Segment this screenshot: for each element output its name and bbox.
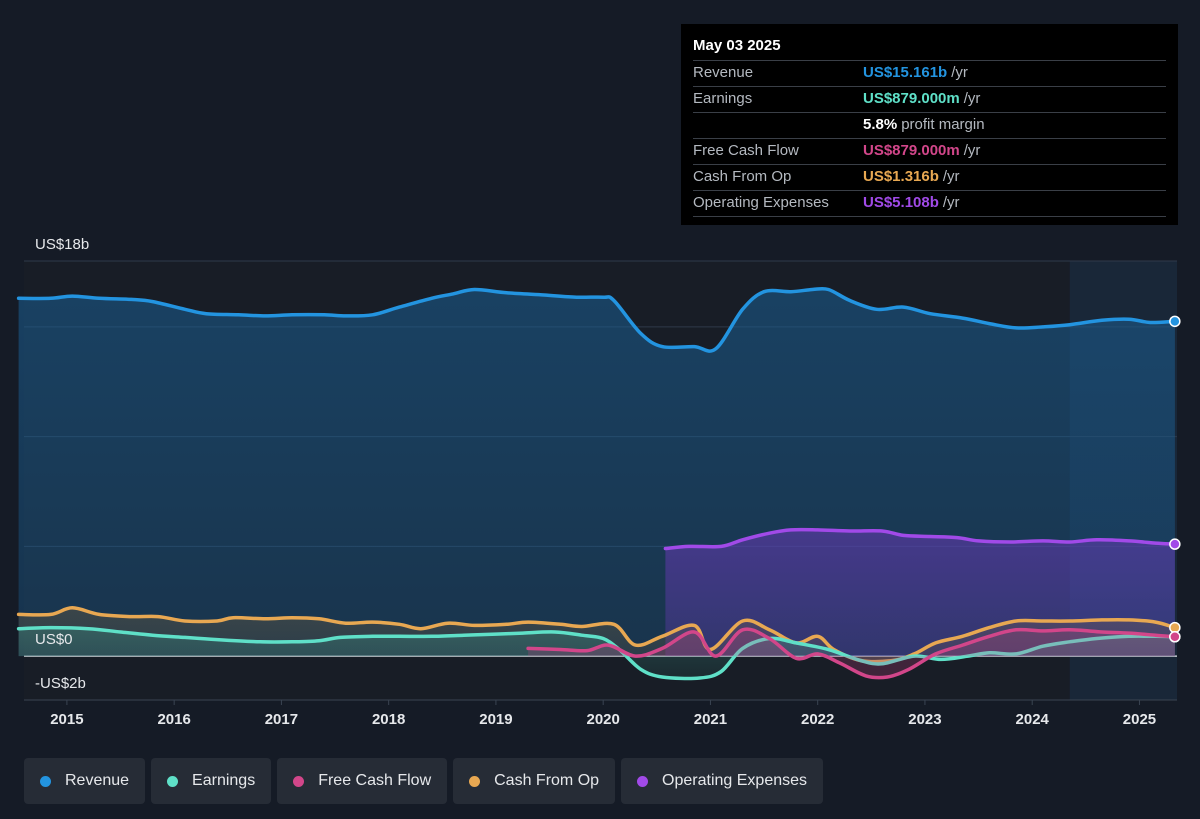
legend-label: Earnings <box>192 772 256 789</box>
tooltip-date: May 03 2025 <box>693 37 781 54</box>
legend-dot-icon <box>167 775 179 787</box>
tooltip-value: US$879.000m <box>863 90 960 107</box>
tooltip-row: Free Cash Flow US$879.000m/yr <box>693 138 1166 164</box>
legend-item-operating-expenses[interactable]: Operating Expenses <box>621 758 824 804</box>
tooltip-label: Earnings <box>693 90 753 107</box>
y-axis-label: US$18b <box>35 236 89 253</box>
legend-label: Operating Expenses <box>662 772 808 789</box>
tooltip-value: US$5.108b <box>863 194 939 211</box>
tooltip-row: Earnings US$879.000m/yr <box>693 86 1166 112</box>
tooltip-row: 5.8% profit margin <box>693 112 1166 138</box>
x-tick-label: 2022 <box>801 711 834 728</box>
x-tick-label: 2024 <box>1016 711 1050 728</box>
legend-item-earnings[interactable]: Earnings <box>151 758 272 804</box>
tooltip-unit: /yr <box>942 168 960 185</box>
revenue-line <box>16 286 1177 353</box>
x-tick-label: 2018 <box>372 711 405 728</box>
x-tick-label: 2017 <box>265 711 298 728</box>
chart: US$18b US$0 -US$2b 2015 2016 2017 2018 2019 2020… <box>16 236 1181 728</box>
x-tick-label: 2023 <box>908 711 941 728</box>
legend-dot-icon <box>293 775 305 787</box>
revenue-end-point <box>1169 315 1181 328</box>
legend-dot-icon <box>40 775 51 787</box>
tooltip-row: Operating Expenses US$5.108b/yr <box>693 190 1166 217</box>
operating-expenses-end-point <box>1169 538 1181 550</box>
x-tick-label: 2025 <box>1123 711 1156 728</box>
tooltip-value: US$1.316b <box>863 168 939 185</box>
tooltip-value: 5.8% <box>863 116 898 133</box>
tooltip-label: Cash From Op <box>693 168 792 185</box>
tooltip-unit: /yr <box>963 142 981 159</box>
x-tick-label: 2020 <box>586 711 619 728</box>
tooltip: May 03 2025 Revenue US$15.161b/yr Earnings… <box>681 24 1178 225</box>
tooltip-value: US$15.161b <box>863 64 948 81</box>
tooltip-label: Revenue <box>693 64 754 81</box>
tooltip-label: Free Cash Flow <box>693 142 799 159</box>
x-tick-label: 2015 <box>50 711 83 728</box>
earnings-area <box>18 627 1175 679</box>
legend: Revenue Earnings Free Cash Flow Cash From O… <box>24 758 824 804</box>
x-tick-label: 2019 <box>479 711 512 728</box>
tooltip-value: US$879.000m <box>863 142 960 159</box>
earnings-line <box>16 625 1177 681</box>
legend-dot-icon <box>637 775 649 787</box>
tooltip-rows: Revenue US$15.161b/yr Earnings US$879.000m /… <box>693 60 1166 217</box>
tooltip-label: Operating Expenses <box>693 194 829 211</box>
tooltip-unit: /yr <box>951 64 968 81</box>
free-cash-flow-line <box>526 627 1177 680</box>
legend-item-free-cash-flow[interactable]: Free Cash Flow <box>277 758 448 804</box>
legend-label: Cash From Op <box>494 772 600 789</box>
operating-expenses-line <box>663 527 1177 551</box>
free-cash-flow-area <box>528 629 1175 678</box>
tooltip-row: Revenue US$15.161b/yr <box>693 60 1166 86</box>
x-tick-label: 2016 <box>157 711 190 728</box>
y-axis-label: -US$2b <box>35 675 86 692</box>
tooltip-label <box>693 113 863 138</box>
legend-dot-icon <box>469 775 481 787</box>
legend-label: Revenue <box>65 772 130 789</box>
legend-item-cash-from-op[interactable]: Cash From Op <box>453 758 616 804</box>
legend-item-revenue[interactable]: Revenue <box>24 758 146 804</box>
tooltip-unit: profit margin <box>901 116 985 133</box>
tooltip-unit: /yr <box>963 90 981 107</box>
cash-from-op-line <box>16 606 1177 664</box>
free-cash-flow-end-point <box>1169 631 1181 643</box>
x-tick-label: 2021 <box>694 711 727 728</box>
tooltip-unit: /yr <box>942 194 960 211</box>
y-axis-label: US$0 <box>35 631 73 648</box>
legend-label: Free Cash Flow <box>318 772 432 789</box>
tooltip-row: Cash From Op US$1.316b/yr <box>693 164 1166 190</box>
